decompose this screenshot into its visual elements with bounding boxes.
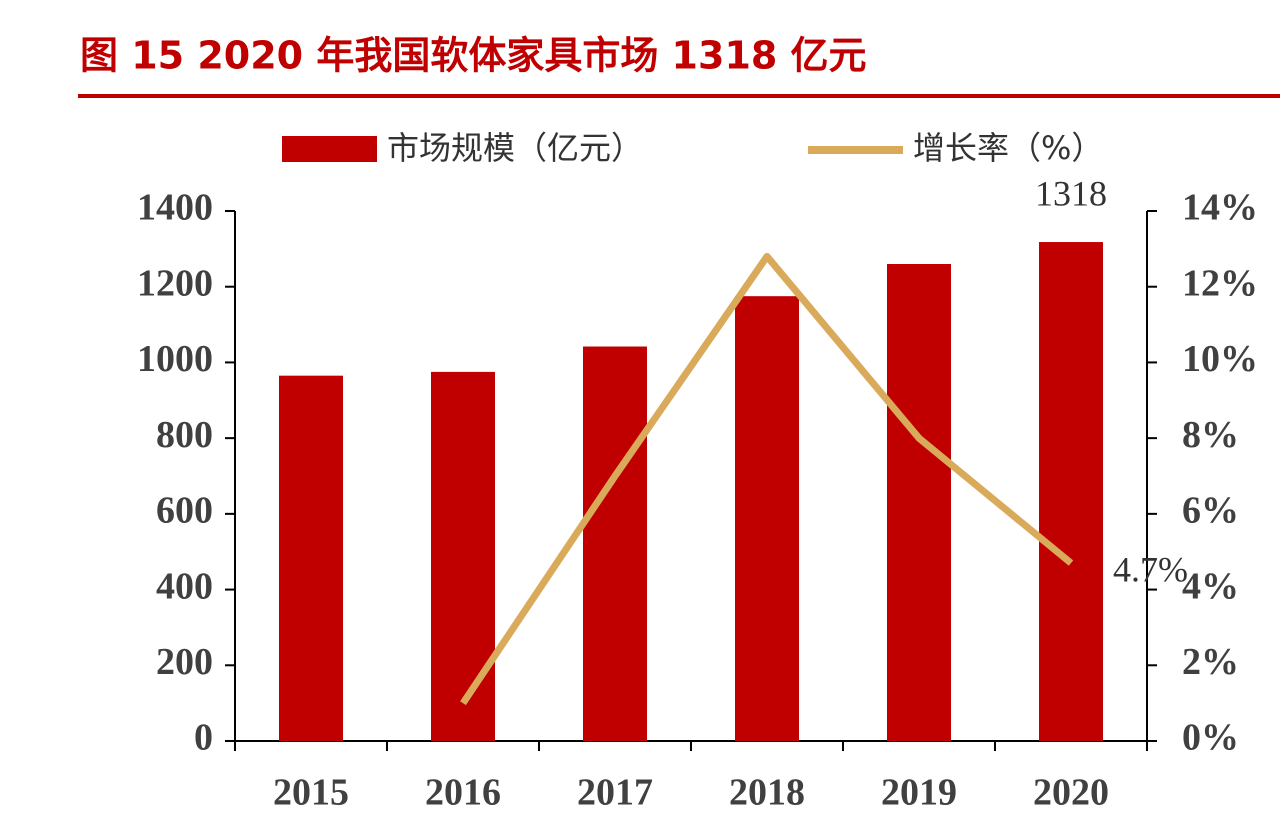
chart-title: 图 15 2020 年我国软体家具市场 1318 亿元: [80, 34, 867, 78]
y-tick-label: 400: [156, 565, 213, 607]
y2-tick-label: 0%: [1182, 717, 1239, 759]
x-tick-label: 2019: [881, 772, 957, 814]
legend-swatch: [282, 136, 377, 162]
y-tick-label: 800: [156, 414, 213, 456]
data-label: 1318: [1035, 173, 1107, 213]
bar: [279, 375, 343, 741]
y2-tick-label: 14%: [1182, 187, 1258, 229]
line: [460, 252, 1074, 706]
bar: [735, 296, 799, 741]
y-tick-label: 1400: [137, 187, 213, 229]
legend-label: 市场规模（亿元）: [387, 129, 643, 167]
data-label: 4.7%: [1113, 549, 1188, 589]
x-tick-label: 2020: [1033, 772, 1109, 814]
y-tick-label: 1200: [137, 262, 213, 304]
x-tick-label: 2016: [425, 772, 501, 814]
bar: [583, 346, 647, 741]
bar: [1039, 242, 1103, 742]
x-tick-label: 2017: [577, 772, 653, 814]
y-tick-label: 1000: [137, 338, 213, 380]
legend-label: 增长率（%）: [913, 129, 1103, 167]
y2-tick-label: 8%: [1182, 414, 1239, 456]
x-tick-label: 2015: [273, 772, 349, 814]
bar: [887, 264, 951, 741]
y2-tick-label: 4%: [1182, 565, 1239, 607]
y-tick-label: 600: [156, 490, 213, 532]
y2-tick-label: 12%: [1182, 262, 1258, 304]
y2-tick-label: 6%: [1182, 490, 1239, 532]
bar: [431, 371, 495, 741]
x-tick-label: 2018: [729, 772, 805, 814]
y2-tick-label: 10%: [1182, 338, 1258, 380]
y2-tick-label: 2%: [1182, 641, 1239, 683]
y-tick-label: 0: [194, 717, 213, 759]
y-tick-label: 200: [156, 641, 213, 683]
